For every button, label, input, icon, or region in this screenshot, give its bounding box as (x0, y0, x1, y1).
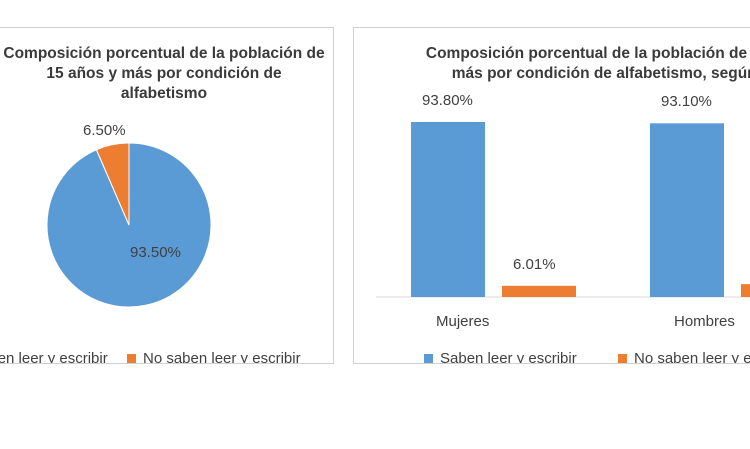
bar-legend-item-saben: Saben leer y escribir (424, 350, 577, 364)
bar-hombres-saben (650, 123, 724, 297)
bar-chart-panel: Composición porcentual de la población d… (353, 27, 750, 364)
bar-mujeres-saben (411, 122, 485, 297)
pie-chart-svg (46, 142, 212, 308)
bar-data-label: 6.01% (513, 255, 556, 273)
pie-data-label-no-saben: 6.50% (83, 122, 126, 139)
bar-data-label: 93.80% (422, 92, 473, 109)
legend-label: Saben leer y escribir (0, 350, 108, 364)
legend-swatch-orange (127, 354, 136, 363)
category-label-mujeres: Mujeres (436, 313, 490, 330)
bar-chart-svg (376, 122, 750, 298)
pie-chart-title: Composición porcentual de la población d… (3, 45, 325, 102)
pie-chart-panel: Composición porcentual de la población d… (0, 27, 334, 364)
pie-legend-item-saben: Saben leer y escribir (0, 350, 108, 364)
legend-swatch-blue (424, 354, 433, 363)
legend-label: No saben leer y escribir (143, 350, 301, 364)
bar-data-label: 93.10% (661, 93, 712, 111)
legend-label: No saben leer y escribir (634, 350, 750, 364)
pie-slice-no-saben (95, 142, 130, 226)
pie-data-label-saben: 93.50% (130, 244, 181, 261)
legend-label: Saben leer y escribir (440, 350, 577, 364)
legend-swatch-orange (618, 354, 627, 363)
pie-legend-item-no-saben: No saben leer y escribir (127, 350, 301, 364)
bar-chart-title: Composición porcentual de la población d… (425, 45, 750, 82)
bar-legend-item-no-saben: No saben leer y escribir (618, 350, 750, 364)
bar-mujeres-no-saben (502, 285, 576, 297)
category-label-hombres: Hombres (674, 313, 735, 330)
bar-hombres-no-saben (741, 284, 750, 297)
